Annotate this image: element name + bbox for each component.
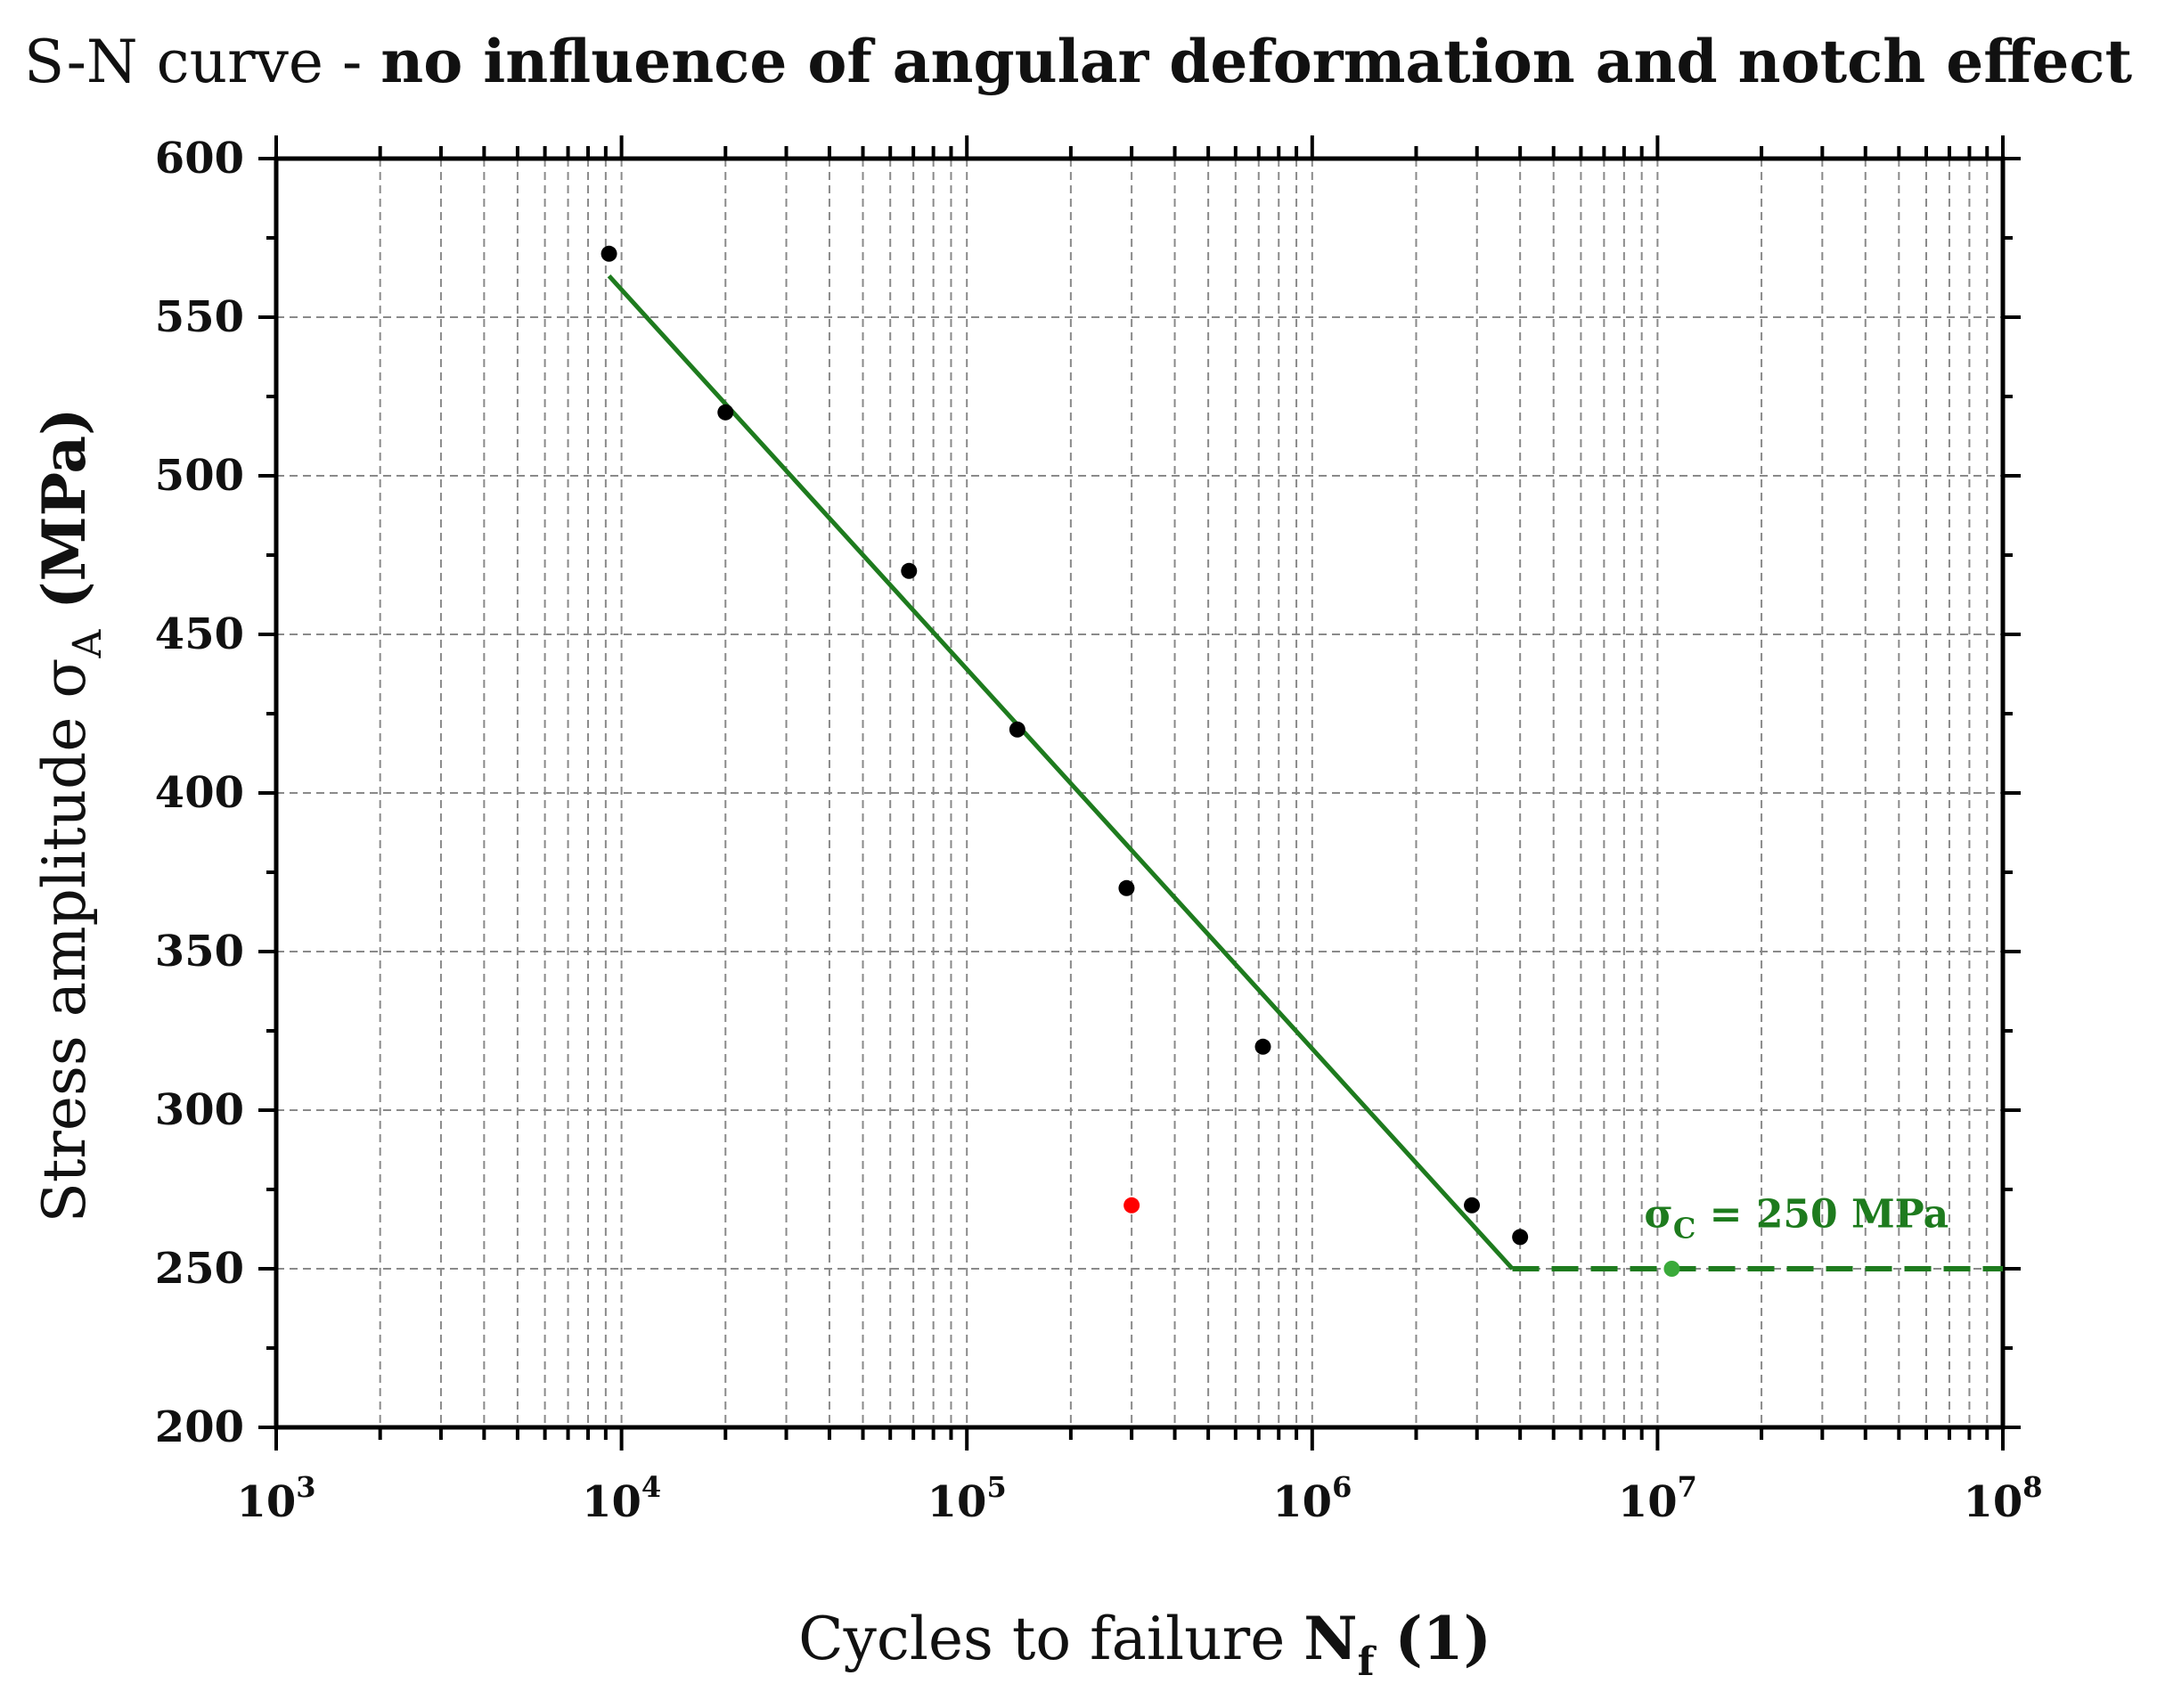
y-tick-label: 350 [155,927,244,977]
data-point [1123,1197,1140,1214]
y-tick-labels: 200 250 300 350 400 450 500 550 600 [155,134,244,1452]
y-tick-label: 600 [155,134,244,184]
chart-title: S-N curve - no influence of angular defo… [24,27,2133,96]
x-tick-label: 104 [582,1470,661,1527]
x-tick-label-exponent: 7 [1678,1470,1697,1504]
y-tick-label: 450 [155,609,244,659]
data-point [901,562,918,579]
y-tick-label: 300 [155,1085,244,1135]
fatigue-limit-annotation: σC = 250 MPa [1644,1192,1949,1246]
grid [276,159,2003,1427]
chart-title-prefix: S-N curve - [24,28,380,96]
x-tick-label-base: 10 [1963,1477,2022,1527]
annotation-text: = 250 MPa [1695,1192,1949,1238]
x-tick-label-exponent: 8 [2022,1470,2042,1504]
annotation-subscript: C [1673,1212,1695,1246]
chart-title-bold: no influence of angular deformation and … [380,27,2132,96]
data-point [1464,1197,1481,1214]
data-point [601,245,617,262]
data-point [1254,1038,1271,1055]
data-point [717,404,734,421]
x-tick-label: 106 [1272,1470,1352,1527]
x-tick-label-exponent: 4 [641,1470,661,1504]
sn-fit-line [607,274,1515,1271]
x-tick-label-base: 10 [582,1477,641,1527]
x-tick-label: 105 [927,1470,1007,1527]
y-axis-label-subscript: A [65,629,110,659]
y-tick-label: 250 [155,1244,244,1294]
axis-ticks [258,135,2021,1451]
x-tick-label-exponent: 5 [986,1470,1006,1504]
data-point [1512,1229,1529,1246]
x-axis-label-prefix: Cycles to failure [798,1605,1303,1673]
x-tick-label-base: 10 [1618,1477,1678,1527]
y-tick-label: 200 [155,1402,244,1452]
x-tick-label-exponent: 6 [1332,1470,1352,1504]
x-axis-label: Cycles to failure Nf (1) [798,1604,1491,1685]
x-tick-label: 108 [1963,1470,2042,1527]
data-point [1009,721,1025,738]
y-tick-label: 500 [155,451,244,501]
y-axis-label-suffix: (MPa) [29,408,99,630]
x-tick-label-exponent: 3 [296,1470,315,1504]
y-axis-label-symbol: σ [30,658,99,699]
x-tick-label-base: 10 [927,1477,987,1527]
data-point [1663,1261,1680,1277]
x-tick-label: 107 [1618,1470,1697,1527]
x-axis-label-subscript: f [1358,1639,1377,1685]
y-axis-label-prefix: Stress amplitude [30,699,99,1223]
x-tick-label-base: 10 [236,1477,296,1527]
x-axis-label-suffix: (1) [1375,1604,1491,1673]
series [601,245,2003,1277]
x-axis-label-symbol: N [1303,1604,1357,1673]
y-tick-label: 400 [155,768,244,818]
x-tick-label-base: 10 [1272,1477,1332,1527]
annotation-symbol: σ [1644,1192,1672,1238]
x-tick-label: 103 [236,1470,315,1527]
y-tick-label: 550 [155,292,244,342]
data-point [1118,879,1135,896]
y-axis-label: Stress amplitude σA (MPa) [29,408,110,1223]
x-tick-labels: 103 104 105 106 107 108 [236,1470,2042,1527]
